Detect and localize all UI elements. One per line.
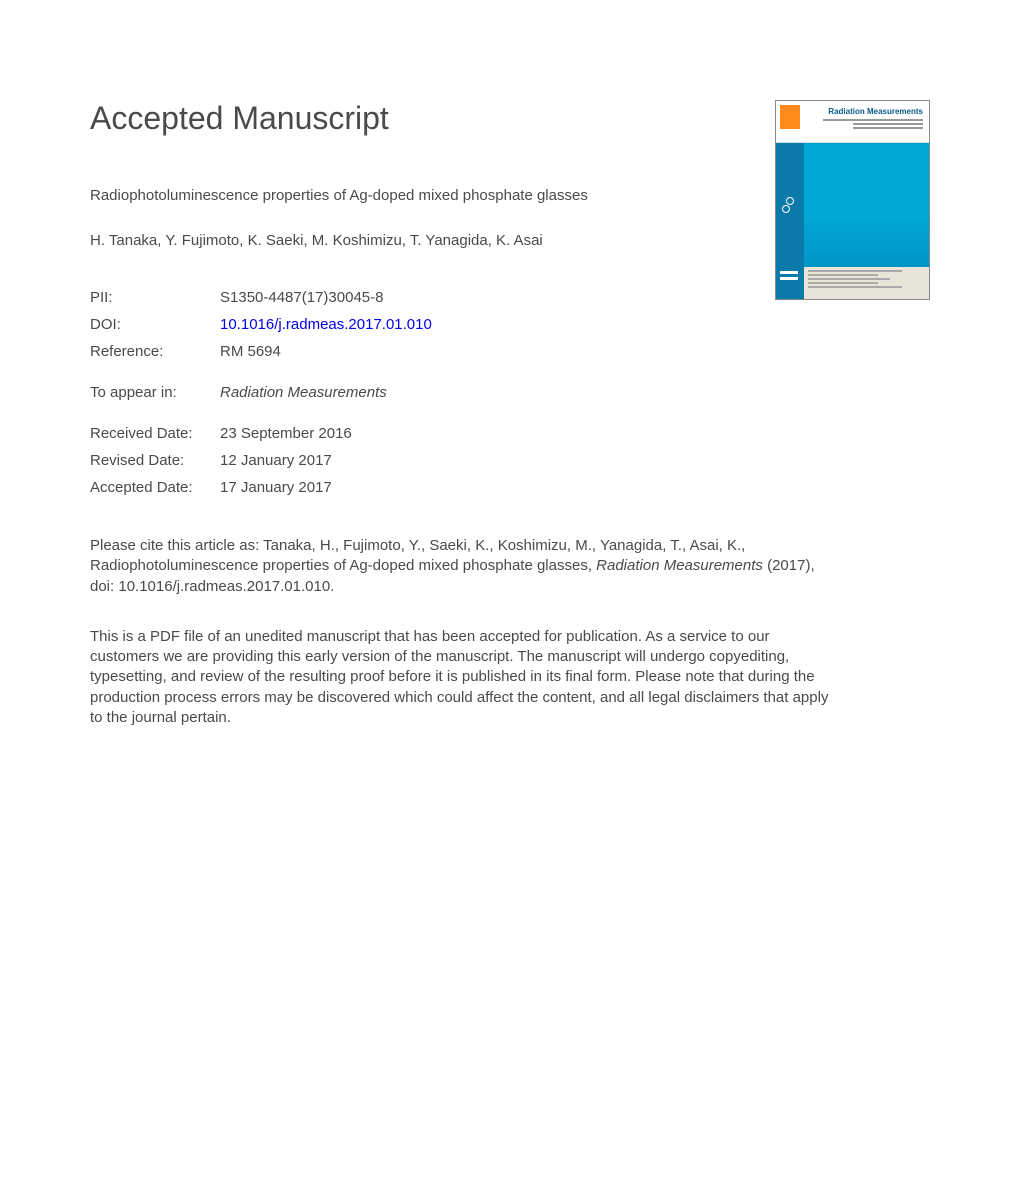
metadata-block-3: Received Date: 23 September 2016 Revised… <box>90 425 930 496</box>
pii-value: S1350-4487(17)30045-8 <box>220 289 383 306</box>
citation-block: Please cite this article as: Tanaka, H.,… <box>90 536 830 597</box>
accepted-row: Accepted Date: 17 January 2017 <box>90 479 930 496</box>
appear-value: Radiation Measurements <box>220 384 387 401</box>
doi-row: DOI: 10.1016/j.radmeas.2017.01.010 <box>90 316 930 333</box>
cover-footer-text <box>804 267 929 299</box>
cover-image-area <box>804 143 929 267</box>
received-row: Received Date: 23 September 2016 <box>90 425 930 442</box>
cover-footer <box>776 267 929 299</box>
cover-subtitle-lines <box>823 119 923 131</box>
reference-label: Reference: <box>90 343 220 360</box>
journal-cover-thumbnail: Radiation Measurements <box>775 100 930 300</box>
received-label: Received Date: <box>90 425 220 442</box>
cover-footer-strip <box>776 267 804 299</box>
pii-label: PII: <box>90 289 220 306</box>
cover-journal-title: Radiation Measurements <box>828 107 923 116</box>
disclaimer-text: This is a PDF file of an unedited manusc… <box>90 627 830 728</box>
received-value: 23 September 2016 <box>220 425 352 442</box>
revised-row: Revised Date: 12 January 2017 <box>90 452 930 469</box>
doi-link[interactable]: 10.1016/j.radmeas.2017.01.010 <box>220 316 432 333</box>
revised-value: 12 January 2017 <box>220 452 332 469</box>
accepted-value: 17 January 2017 <box>220 479 332 496</box>
cover-header: Radiation Measurements <box>776 101 929 143</box>
revised-label: Revised Date: <box>90 452 220 469</box>
atom-icon <box>782 197 798 213</box>
reference-row: Reference: RM 5694 <box>90 343 930 360</box>
cover-side-strip <box>776 143 804 267</box>
appear-row: To appear in: Radiation Measurements <box>90 384 930 401</box>
accepted-label: Accepted Date: <box>90 479 220 496</box>
appear-label: To appear in: <box>90 384 220 401</box>
metadata-block-2: To appear in: Radiation Measurements <box>90 384 930 401</box>
publisher-logo-icon <box>780 105 800 129</box>
doi-label: DOI: <box>90 316 220 333</box>
citation-journal: Radiation Measurements <box>596 557 763 574</box>
reference-value: RM 5694 <box>220 343 281 360</box>
cover-main <box>776 143 929 267</box>
